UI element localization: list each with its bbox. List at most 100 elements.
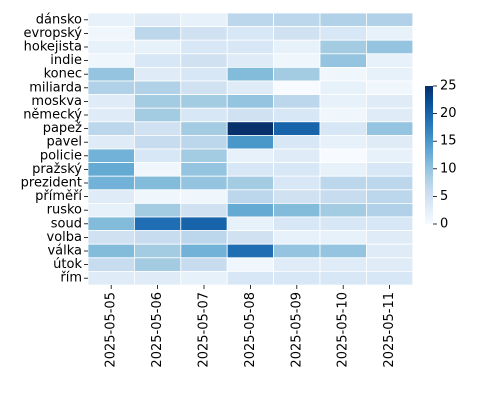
heatmap-cell (273, 162, 321, 177)
x-tick-labels: 2025-05-05 2025-05-06 2025-05-07 2025-05-08… (104, 285, 397, 368)
heatmap-cell (87, 134, 135, 150)
y-tick-label: příměří (35, 189, 82, 204)
heatmap-cell (226, 270, 274, 286)
heatmap-cell (319, 202, 367, 218)
heatmap-cell (226, 12, 274, 28)
y-tick-label: hokejista (24, 40, 82, 55)
heatmap-cell (133, 230, 182, 245)
heatmap-cell (87, 12, 135, 28)
heatmap-cell (365, 230, 414, 245)
heatmap-cell (133, 121, 182, 136)
heatmap-cell (273, 202, 321, 218)
heatmap-cell (226, 148, 274, 164)
heatmap-cell (133, 202, 182, 218)
colorbar: 0 5 10 15 20 25 (425, 79, 457, 232)
x-tick-label: 2025-05-08 (243, 292, 258, 368)
heatmap-cell (87, 53, 135, 68)
heatmap-cell (226, 175, 274, 191)
heatmap-cell (226, 80, 274, 96)
heatmap-cell (273, 26, 321, 41)
y-tick-label: pavel (46, 135, 82, 150)
heatmap-cell (273, 94, 321, 109)
y-tick-labels: dánskoevropskýhokejistaindiekonecmiliard… (21, 12, 88, 286)
heatmap-cell (273, 175, 321, 191)
heatmap-cell (319, 230, 367, 245)
colorbar-tick-label: 10 (440, 161, 457, 176)
heatmap-cell (226, 134, 274, 150)
heatmap-cell (365, 107, 414, 123)
heatmap-cell (365, 257, 414, 272)
y-tick-label: volba (47, 230, 82, 245)
heatmap-cell (87, 107, 135, 123)
y-tick-label: pražský (32, 162, 82, 177)
heatmap-cell (87, 94, 135, 109)
heatmap-cell (180, 39, 228, 55)
heatmap-cell (133, 12, 182, 28)
heatmap-cell (180, 230, 228, 245)
heatmap-cell (226, 67, 274, 82)
heatmap-cell (226, 216, 274, 232)
x-tick-label: 2025-05-09 (289, 292, 304, 368)
heatmap-cell (319, 26, 367, 41)
x-tick-label: 2025-05-11 (382, 292, 397, 368)
y-tick-label: německý (23, 108, 82, 123)
heatmap-cell (319, 216, 367, 232)
heatmap-cell (180, 243, 228, 259)
y-tick-label: papež (43, 121, 82, 136)
colorbar-gradient (425, 86, 433, 224)
heatmap-cell (226, 121, 274, 136)
heatmap-cell (87, 202, 135, 218)
heatmap-cell (226, 94, 274, 109)
heatmap-cell (365, 67, 414, 82)
heatmap-cell (226, 189, 274, 204)
heatmap-cell (319, 12, 367, 28)
heatmap-cell (180, 162, 228, 177)
heatmap-cell (273, 134, 321, 150)
heatmap-cell (226, 107, 274, 123)
heatmap-cell (273, 148, 321, 164)
heatmap-cell (87, 230, 135, 245)
heatmap-cell (226, 257, 274, 272)
heatmap-cell (133, 162, 182, 177)
heatmap-cell (319, 94, 367, 109)
heatmap-cell (133, 134, 182, 150)
heatmap-cell (87, 189, 135, 204)
colorbar-tick-label: 25 (440, 79, 457, 94)
y-tick-label: moskva (31, 94, 82, 109)
heatmap-cell (273, 80, 321, 96)
heatmap-cell (365, 94, 414, 109)
heatmap-cell (87, 270, 135, 286)
heatmap-cell (87, 148, 135, 164)
heatmap-cell (319, 53, 367, 68)
heatmap-cell (180, 257, 228, 272)
heatmap-cell (133, 175, 182, 191)
heatmap-cell (365, 39, 414, 55)
colorbar-tick-label: 20 (440, 106, 457, 121)
y-tick-label: rusko (47, 203, 82, 218)
heatmap-cell (319, 162, 367, 177)
colorbar-tick-label: 5 (440, 189, 448, 204)
heatmap-cell (87, 80, 135, 96)
heatmap-cell (365, 162, 414, 177)
heatmap-cell (133, 67, 182, 82)
y-tick-label: řím (60, 271, 82, 286)
heatmap-cell (180, 121, 228, 136)
heatmap-cell (273, 270, 321, 286)
heatmap-cell (319, 121, 367, 136)
heatmap-cell (87, 26, 135, 41)
x-tick-label: 2025-05-06 (150, 292, 165, 368)
heatmap-cell (273, 230, 321, 245)
heatmap-cell (273, 12, 321, 28)
heatmap-cell (133, 243, 182, 259)
heatmap-cell (319, 148, 367, 164)
heatmap-cell (365, 270, 414, 286)
heatmap-cell (180, 12, 228, 28)
heatmap-cell (133, 148, 182, 164)
x-tick-label: 2025-05-10 (336, 292, 351, 368)
heatmap-cell (319, 189, 367, 204)
y-tick-label: soud (51, 216, 82, 231)
heatmap-cell (365, 121, 414, 136)
heatmap-cell (180, 67, 228, 82)
y-tick-label: útok (53, 257, 82, 272)
heatmap-cell (133, 39, 182, 55)
